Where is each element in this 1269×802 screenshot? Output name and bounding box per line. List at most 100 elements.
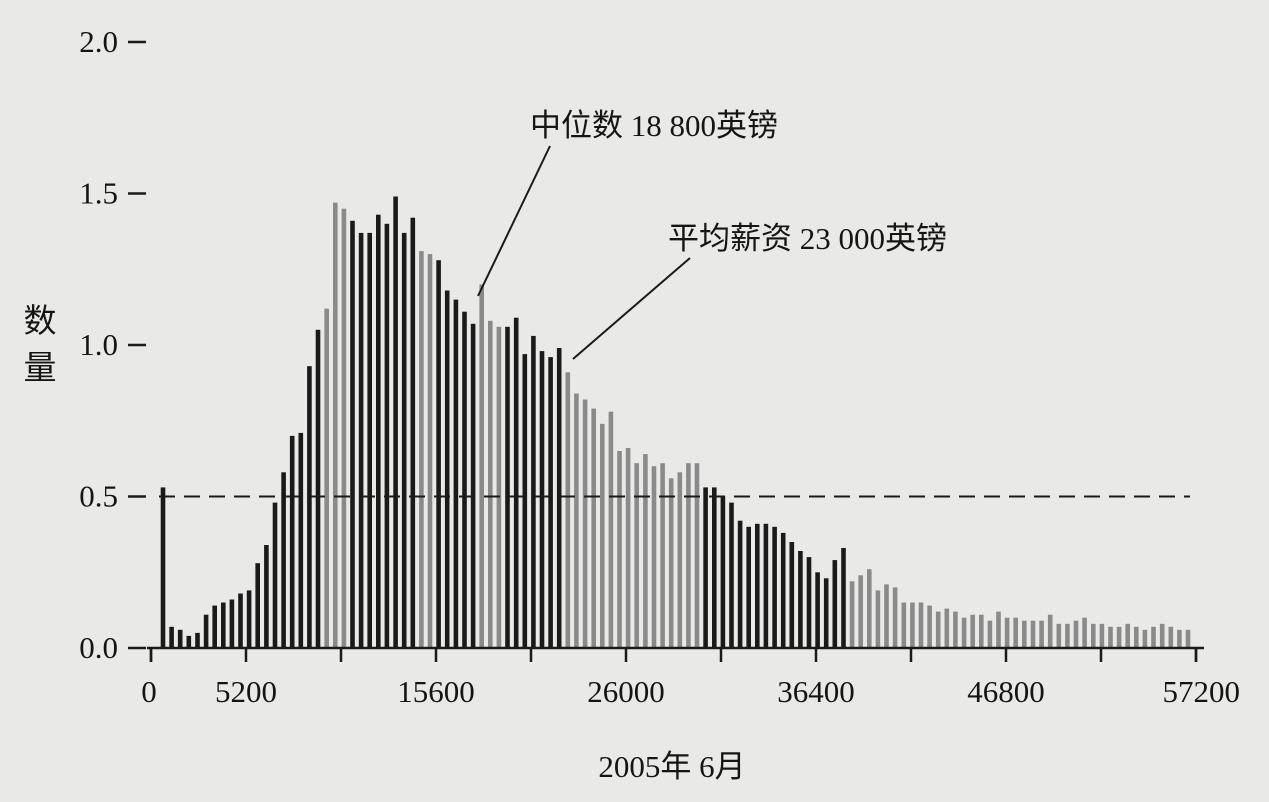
bar bbox=[608, 411, 614, 648]
bar bbox=[686, 463, 691, 648]
bar bbox=[763, 523, 769, 648]
x-tick-label: 0 bbox=[141, 674, 157, 709]
bar bbox=[935, 611, 941, 648]
bar bbox=[246, 590, 252, 648]
bar bbox=[556, 348, 562, 648]
bar bbox=[944, 608, 950, 648]
bar bbox=[720, 496, 726, 648]
bar bbox=[212, 605, 217, 648]
bar bbox=[979, 614, 984, 648]
bar bbox=[1134, 626, 1139, 648]
bar bbox=[953, 611, 958, 648]
bar bbox=[272, 502, 278, 648]
bar bbox=[798, 551, 803, 648]
bar bbox=[643, 454, 648, 648]
bar bbox=[358, 232, 364, 648]
annotation-leader-line bbox=[572, 257, 691, 360]
annotation-leader-line bbox=[477, 145, 551, 297]
bar bbox=[169, 626, 174, 648]
bar bbox=[582, 399, 588, 648]
x-axis-label: 2005年 6月 bbox=[598, 749, 745, 784]
bar bbox=[427, 254, 433, 648]
bar bbox=[505, 326, 510, 648]
y-tick-label: 2.0 bbox=[79, 24, 118, 59]
bar bbox=[729, 502, 734, 648]
bar bbox=[1022, 620, 1027, 648]
y-axis-ticks: 0.0 0.5 1.0 1.5 2.0 bbox=[79, 24, 146, 665]
bar bbox=[574, 393, 579, 648]
bar bbox=[324, 308, 329, 648]
y-tick-label: 0.5 bbox=[79, 479, 118, 514]
bar bbox=[806, 557, 812, 648]
bar bbox=[884, 584, 889, 648]
bar bbox=[513, 317, 519, 648]
x-axis-ticks: 0 5200 15600 26000 36400 46800 57200 bbox=[141, 648, 1240, 709]
bar bbox=[470, 323, 476, 648]
bar bbox=[203, 614, 209, 648]
bar bbox=[367, 232, 372, 648]
bar bbox=[849, 581, 855, 648]
bar bbox=[1185, 629, 1191, 648]
bar bbox=[892, 587, 898, 648]
bar bbox=[401, 232, 407, 648]
bar bbox=[160, 487, 166, 648]
annotation-median: 中位数 18 800英镑 bbox=[530, 108, 778, 143]
bar bbox=[479, 284, 484, 648]
bar bbox=[289, 435, 295, 648]
bar bbox=[1065, 623, 1070, 648]
bar bbox=[255, 563, 260, 648]
bar bbox=[858, 575, 863, 648]
x-tick-label: 5200 bbox=[215, 674, 277, 709]
bar bbox=[772, 526, 777, 648]
bar bbox=[410, 217, 416, 648]
bar bbox=[436, 260, 441, 648]
bar bbox=[591, 408, 596, 648]
bar bbox=[677, 472, 683, 648]
bar bbox=[867, 569, 872, 648]
bar bbox=[1091, 623, 1096, 648]
bar bbox=[462, 311, 467, 648]
bar bbox=[712, 487, 717, 648]
bar bbox=[1047, 614, 1053, 648]
bar bbox=[298, 432, 304, 648]
y-tick-label: 0.0 bbox=[79, 630, 118, 665]
x-tick-label: 36400 bbox=[777, 674, 855, 709]
bar bbox=[522, 354, 528, 648]
bar bbox=[927, 605, 932, 648]
bar bbox=[1177, 629, 1182, 648]
bar bbox=[961, 617, 967, 648]
bar bbox=[694, 463, 700, 648]
bar bbox=[195, 632, 200, 648]
bar bbox=[1073, 620, 1079, 648]
x-tick-label: 15600 bbox=[397, 674, 475, 709]
bar bbox=[600, 423, 605, 648]
bar bbox=[832, 560, 838, 648]
bar bbox=[307, 366, 312, 648]
bar bbox=[393, 196, 398, 648]
bar bbox=[841, 548, 846, 648]
bar bbox=[1013, 617, 1018, 648]
bar bbox=[1039, 620, 1044, 648]
bar bbox=[703, 487, 708, 648]
bar bbox=[444, 290, 450, 648]
bar bbox=[789, 542, 795, 648]
x-tick-label: 26000 bbox=[587, 674, 665, 709]
bar bbox=[823, 578, 829, 648]
bar bbox=[341, 208, 347, 648]
bar bbox=[264, 545, 269, 648]
bar bbox=[1004, 617, 1010, 648]
x-tick-label: 57200 bbox=[1163, 674, 1241, 709]
y-tick-label: 1.0 bbox=[79, 327, 118, 362]
bar bbox=[970, 614, 975, 648]
bar bbox=[1082, 617, 1087, 648]
bar bbox=[281, 472, 286, 648]
bar bbox=[746, 526, 751, 648]
bar bbox=[1125, 623, 1130, 648]
bar bbox=[384, 223, 390, 649]
bar bbox=[1142, 629, 1148, 648]
bar bbox=[918, 602, 924, 648]
bar bbox=[229, 599, 235, 648]
bar bbox=[901, 602, 907, 648]
